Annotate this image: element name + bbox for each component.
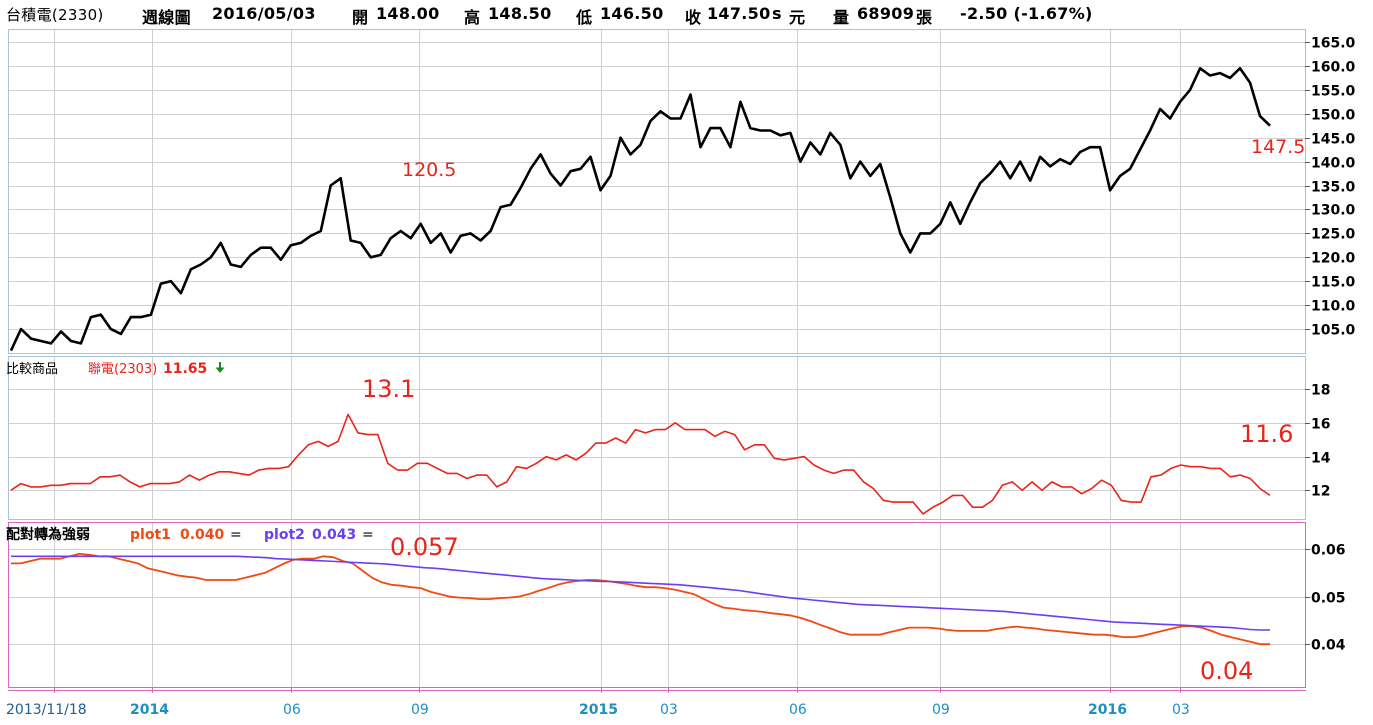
y-tick-label: 115.0 <box>1311 275 1356 291</box>
y-tick-label: 160.0 <box>1311 60 1356 76</box>
plot1-label: plot1 <box>130 527 171 543</box>
compare-panel-frame <box>8 356 1306 520</box>
x-tick-label: 2013/11/18 <box>6 702 87 718</box>
y-tick-label: 135.0 <box>1311 180 1356 196</box>
y-tick-label: 105.0 <box>1311 323 1356 339</box>
compare-symbol: 聯電(2303) <box>88 362 157 377</box>
y-tick-label: 14 <box>1311 451 1331 467</box>
price-panel-frame <box>8 29 1306 354</box>
y-tick-label: 0.05 <box>1311 591 1346 607</box>
compare-value: 11.65 <box>163 361 207 377</box>
x-tick-label: 2015 <box>579 702 618 718</box>
y-tick-label: 18 <box>1311 383 1330 399</box>
y-tick-label: 140.0 <box>1311 156 1356 172</box>
unit-yuan: 元 <box>789 8 806 27</box>
y-tick-label: 12 <box>1311 484 1330 500</box>
annotation-compare-peak: 13.1 <box>362 375 415 403</box>
y-tick-label: 165.0 <box>1311 36 1356 52</box>
plot2-series-line <box>11 555 1270 631</box>
x-tick-label: 03 <box>660 702 678 718</box>
compare-label: 比較商品 <box>6 362 58 377</box>
chart-header: 台積電(2330) 週線圖 2016/05/03 開 148.00 高 148.… <box>0 0 1373 28</box>
y-tick-label: 110.0 <box>1311 299 1356 315</box>
plot2-eq: = <box>362 527 374 543</box>
annotation-compare-last: 11.6 <box>1240 420 1293 448</box>
y-tick-label: 16 <box>1311 417 1330 433</box>
y-tick-label: 125.0 <box>1311 227 1356 243</box>
y-tick-label: 155.0 <box>1311 84 1356 100</box>
x-tick-label: 09 <box>932 702 950 718</box>
grid-lines <box>9 30 1305 687</box>
y-tick-label: 0.06 <box>1311 543 1346 559</box>
series-layer <box>9 67 1271 646</box>
indicator-panel-frame <box>8 522 1306 688</box>
x-tick-label: 09 <box>411 702 429 718</box>
high-label: 高 <box>464 8 481 27</box>
volume-label: 量 <box>833 8 850 27</box>
x-tick-label: 06 <box>789 702 807 718</box>
plot2-label: plot2 <box>264 527 305 543</box>
volume-value: 68909 <box>857 4 915 23</box>
change-value: -2.50 (-1.67%) <box>960 4 1093 23</box>
down-arrow-icon <box>215 362 225 373</box>
annotation-indicator-peak: 0.057 <box>390 533 459 561</box>
stock-name: 台積電(2330) <box>6 6 104 24</box>
x-tick-label: 03 <box>1172 702 1190 718</box>
plot1-eq: = <box>230 527 242 543</box>
close-label: 收 <box>685 8 702 27</box>
header-date: 2016/05/03 <box>212 4 316 23</box>
plot2-value: 0.043 <box>312 527 356 543</box>
y-tick-label: 120.0 <box>1311 251 1356 267</box>
high-value: 148.50 <box>488 4 552 23</box>
x-tick-label: 06 <box>283 702 301 718</box>
unit-s: s <box>772 4 782 23</box>
y-tick-label: 0.04 <box>1311 638 1346 654</box>
volume-unit: 張 <box>916 8 933 27</box>
plot1-series-line <box>11 553 1270 646</box>
open-label: 開 <box>352 8 369 27</box>
annotation-indicator-last: 0.04 <box>1200 657 1253 685</box>
open-value: 148.00 <box>376 4 440 23</box>
annotation-main-last: 147.5 <box>1251 136 1305 158</box>
ticks-layer: 2013/11/18 2014 06 09 2015 03 06 09 2016 03 105.0 1… <box>6 36 1356 719</box>
plot1-value: 0.040 <box>180 527 225 543</box>
x-tick-label: 2014 <box>130 702 169 718</box>
low-label: 低 <box>576 8 593 27</box>
x-tick-label: 2016 <box>1088 702 1127 718</box>
period-label: 週線圖 <box>142 8 191 27</box>
y-tick-label: 150.0 <box>1311 108 1356 124</box>
low-value: 146.50 <box>600 4 664 23</box>
indicator-label: 配對轉為強弱 <box>6 526 90 543</box>
y-tick-label: 145.0 <box>1311 132 1356 148</box>
price-series-line <box>9 67 1271 352</box>
y-tick-label: 130.0 <box>1311 203 1356 219</box>
compare-series-line <box>10 413 1271 515</box>
annotation-main-mid: 120.5 <box>402 159 456 181</box>
close-value: 147.50 <box>707 4 771 23</box>
